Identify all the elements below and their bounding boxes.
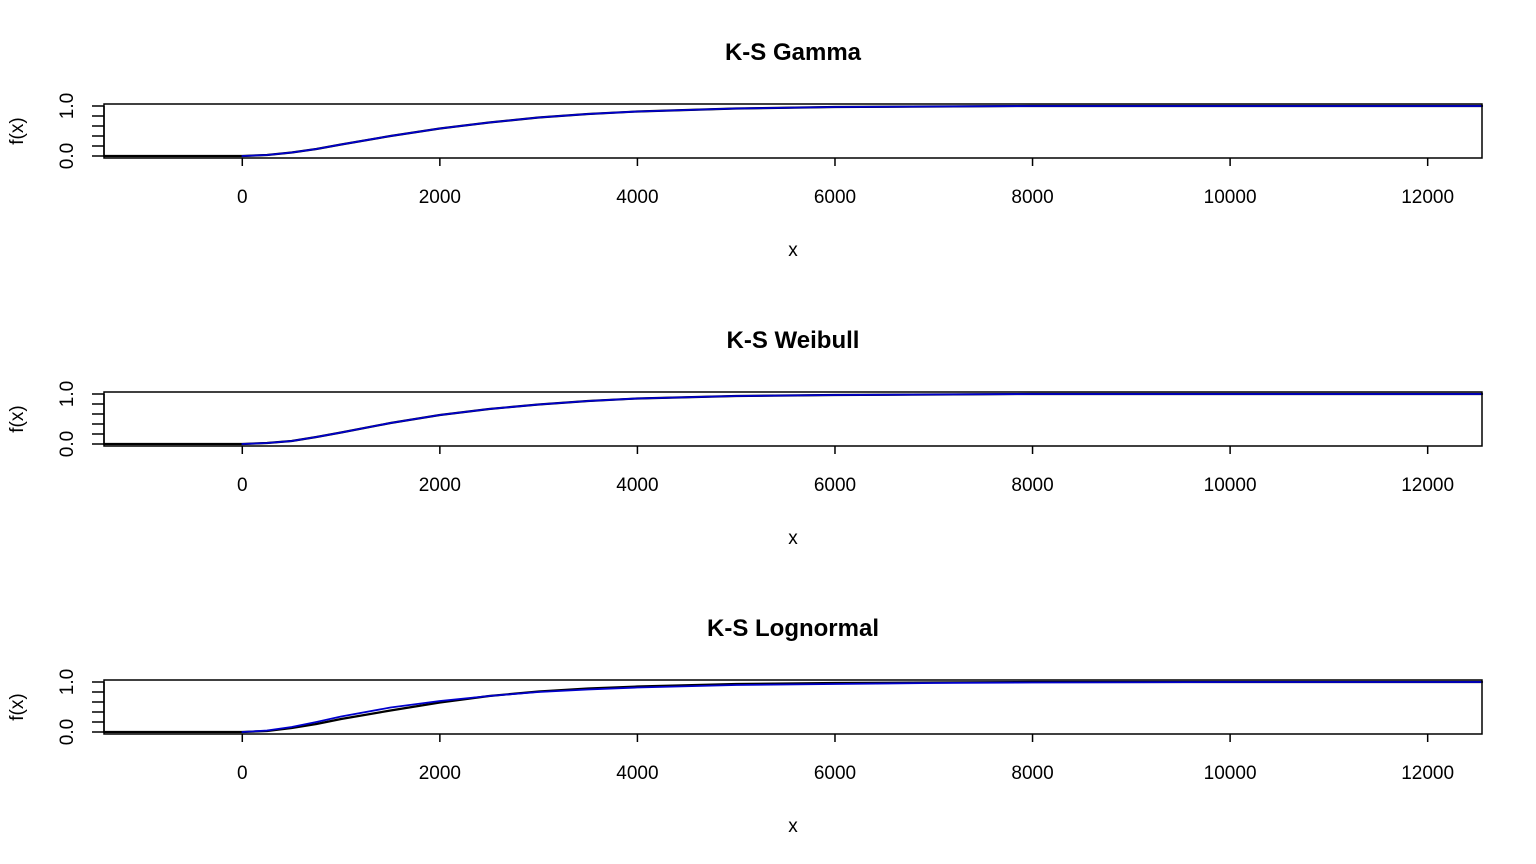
y-tick-label: 1.0 [57,669,78,695]
panel-title: K-S Weibull [727,327,860,354]
panel-ks-gamma: K-S Gamma f(x) x 0 2000 4000 6000 8000 10000 1… [7,39,1484,261]
x-tick-label: 8000 [1011,187,1053,208]
panel-ks-weibull: K-S Weibull f(x) x 0 2000 4000 6000 8000 1000… [7,327,1484,549]
series-line [102,680,1484,734]
y-axis-label: f(x) [7,693,28,720]
series-line [241,681,1483,733]
panel-title: K-S Gamma [725,39,862,66]
x-tick-label: 6000 [814,187,856,208]
y-tick-label: 1.0 [57,381,78,407]
plot-area: 0 2000 4000 6000 8000 10000 12000 0.0 1.0 [57,669,1484,784]
x-tick-label: 10000 [1204,475,1257,496]
x-axis-label: x [788,528,798,549]
x-tick-label: 8000 [1011,475,1053,496]
x-tick-label: 0 [237,475,248,496]
series-line [102,104,1484,158]
x-tick-label: 10000 [1204,187,1257,208]
x-tick-label: 12000 [1401,187,1454,208]
y-tick-label: 1.0 [57,93,78,119]
x-tick-label: 12000 [1401,763,1454,784]
y-tick-label: 0.0 [57,719,78,745]
x-tick-label: 0 [237,763,248,784]
x-tick-label: 6000 [814,475,856,496]
x-axis-label: x [788,240,798,261]
series-line [241,105,1483,157]
y-tick-label: 0.0 [57,143,78,169]
y-axis-label: f(x) [7,405,28,432]
x-tick-label: 12000 [1401,475,1454,496]
x-tick-label: 0 [237,187,248,208]
y-axis-label: f(x) [7,117,28,144]
plot-area: 0 2000 4000 6000 8000 10000 12000 0.0 1.0 [57,93,1484,208]
plot-area: 0 2000 4000 6000 8000 10000 12000 0.0 1.0 [57,381,1484,496]
x-tick-label: 6000 [814,763,856,784]
x-tick-label: 4000 [616,475,658,496]
x-axis-label: x [788,816,798,837]
x-tick-label: 4000 [616,763,658,784]
x-tick-label: 2000 [419,187,461,208]
y-tick-label: 0.0 [57,431,78,457]
series-line [102,392,1484,446]
x-tick-label: 10000 [1204,763,1257,784]
panel-ks-lognormal: K-S Lognormal f(x) x 0 2000 4000 6000 8000 10… [7,615,1484,837]
x-tick-label: 2000 [419,475,461,496]
panel-title: K-S Lognormal [707,615,879,642]
x-tick-label: 8000 [1011,763,1053,784]
x-tick-label: 4000 [616,187,658,208]
series-line [241,393,1483,445]
x-tick-label: 2000 [419,763,461,784]
